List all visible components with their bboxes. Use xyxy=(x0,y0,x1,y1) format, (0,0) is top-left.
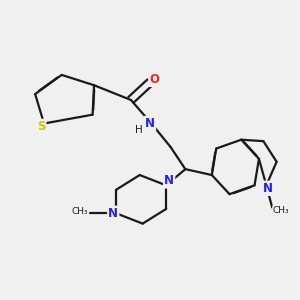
Text: S: S xyxy=(37,120,45,133)
Text: O: O xyxy=(149,73,159,86)
Text: N: N xyxy=(108,207,118,220)
Text: CH₃: CH₃ xyxy=(71,207,88,216)
Text: N: N xyxy=(164,174,174,188)
Text: N: N xyxy=(263,182,273,195)
Text: H: H xyxy=(135,125,143,135)
Text: N: N xyxy=(145,117,155,130)
Text: CH₃: CH₃ xyxy=(273,206,289,215)
